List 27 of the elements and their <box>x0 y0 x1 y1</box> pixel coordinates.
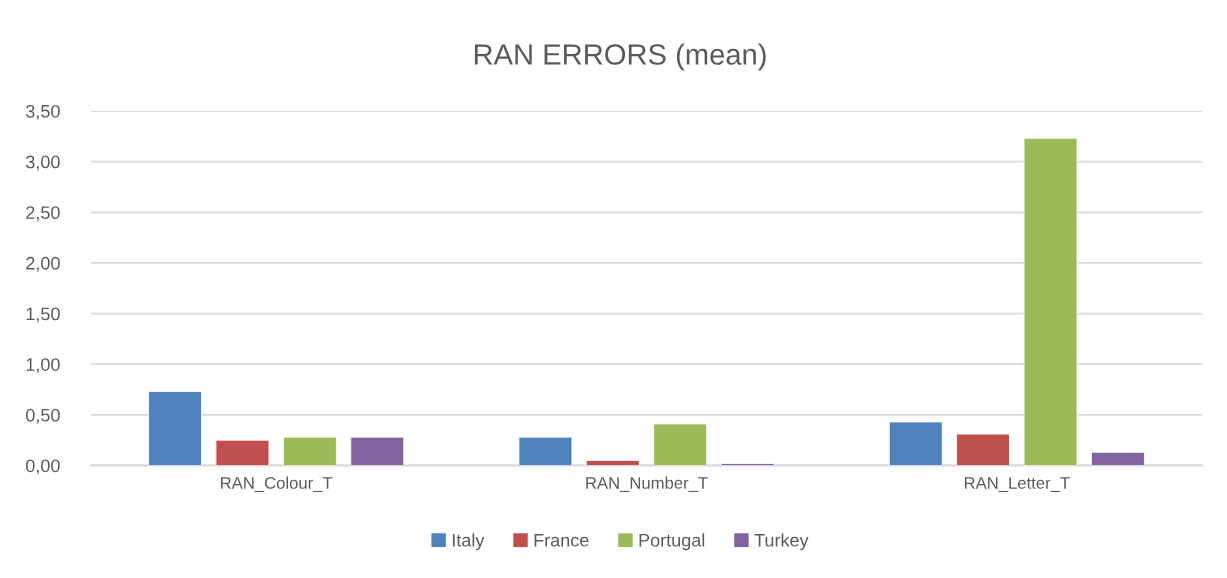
y-tick-label: 2,50 <box>26 206 60 222</box>
y-tick-label: 3,50 <box>26 104 60 120</box>
bar <box>518 436 573 466</box>
legend-label: Turkey <box>754 533 809 551</box>
chart-title: RAN ERRORS (mean) <box>474 43 766 71</box>
y-tick-label: 3,00 <box>26 155 60 171</box>
bar <box>282 436 337 466</box>
bar <box>956 433 1011 466</box>
bar <box>585 460 640 466</box>
y-tick-label: 2,00 <box>26 256 60 272</box>
legend-label: France <box>534 534 589 547</box>
bar <box>1091 451 1145 466</box>
x-tick-label: RAN_Number_T <box>586 476 708 492</box>
x-tick-label: RAN_Colour_T <box>221 476 333 492</box>
bar <box>1023 137 1078 466</box>
legend-label: Italy <box>452 533 485 551</box>
bar <box>350 436 405 466</box>
y-tick-label: 0,00 <box>26 459 60 475</box>
y-tick-label: 1,50 <box>26 307 60 323</box>
x-tick-label: RAN_Letter_T <box>964 477 1070 492</box>
bar <box>653 423 708 466</box>
y-tick-label: 0,50 <box>26 408 60 424</box>
legend-label: Portugal <box>639 533 705 551</box>
bar <box>888 421 943 466</box>
y-tick-label: 1,00 <box>26 358 60 374</box>
bar <box>215 439 270 466</box>
bar <box>148 391 202 466</box>
